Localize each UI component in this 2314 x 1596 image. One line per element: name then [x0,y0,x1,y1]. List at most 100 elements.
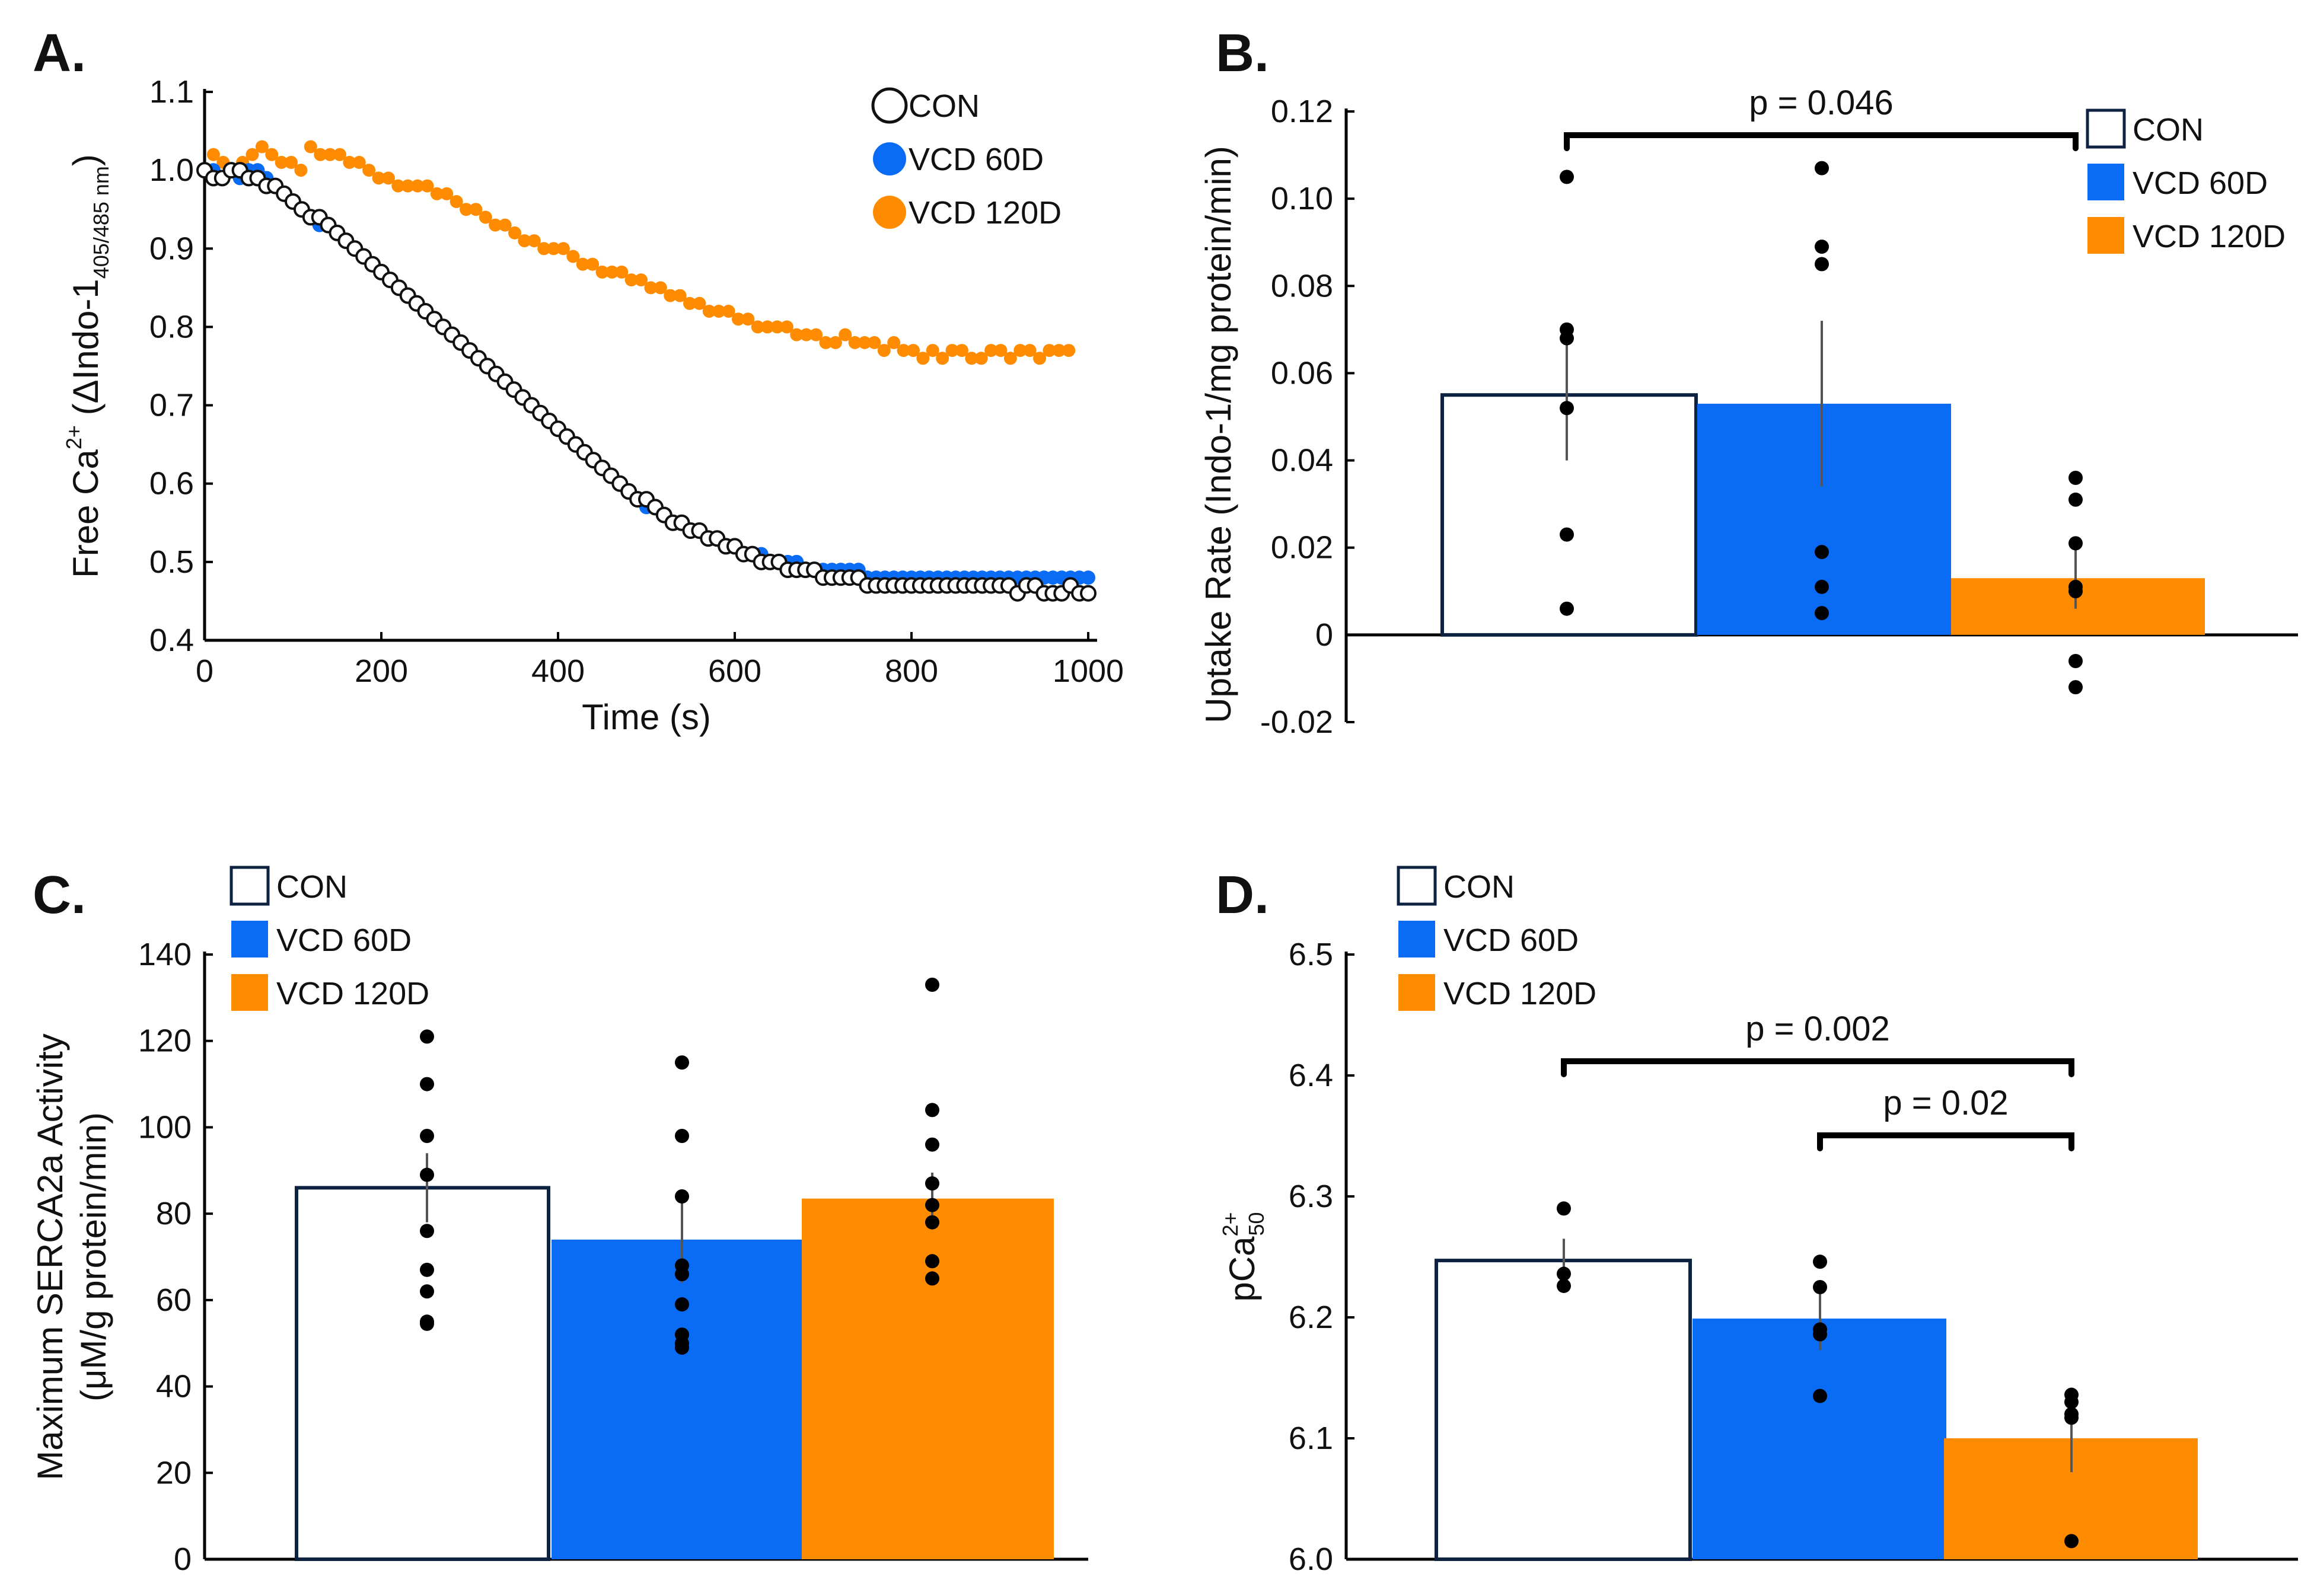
individual-point [1813,1280,1827,1294]
legend-marker-con [871,87,908,124]
individual-point [420,1167,434,1182]
data-point-vcd120 [246,148,259,161]
y-tick-label: 0 [174,1541,192,1577]
data-point-vcd120 [945,344,959,357]
data-point-vcd120 [839,328,852,341]
data-point-vcd120 [664,289,677,302]
data-point-vcd120 [906,344,920,357]
data-point-vcd120 [566,250,580,263]
panel-c: C. 0 20 40 60 80 100 120 140 CON VCD 60D VCD 120D Ma… [30,866,1088,1577]
data-point-vcd120 [1013,344,1027,357]
y-tick-label: 6.2 [1289,1300,1333,1335]
individual-point [1560,527,1574,542]
legend-label-vcd120: VCD 120D [1443,976,1596,1011]
y-tick-label: -0.02 [1260,704,1333,740]
y-tick-label: 1.0 [149,152,194,188]
bar-con [295,1186,550,1561]
individual-point [1815,579,1829,594]
y-axis-label-part: (ΔIndo-1 [66,279,106,425]
data-point-vcd120 [294,164,308,177]
panel-label-b: B. [1216,24,1269,83]
data-point-vcd120 [751,320,764,334]
data-point-vcd120 [868,336,881,349]
individual-point [1815,240,1829,254]
data-point-vcd120 [586,257,600,271]
legend-label-con: CON [909,88,980,124]
bar-con [1440,393,1698,637]
legend-label-con: CON [1443,869,1515,905]
data-point-vcd120 [615,265,629,279]
individual-point [1560,601,1574,616]
y-tick-label: 0.06 [1271,355,1333,391]
y-tick-label: 120 [138,1023,192,1059]
y-tick-label: 100 [138,1109,192,1145]
data-point-vcd120 [420,179,434,193]
y-tick-label: 1.1 [149,74,194,110]
data-point-vcd120 [644,281,658,295]
data-point-vcd120 [1003,352,1017,365]
data-point-vcd120 [323,148,337,161]
y-axis-label: Free Ca2+ (ΔIndo-1405/485 nm) [62,154,113,578]
individual-point [420,1262,434,1277]
data-point-vcd120 [654,281,667,295]
data-point-vcd120 [576,257,589,271]
data-point-vcd120 [285,155,298,169]
individual-point [925,1103,939,1118]
legend-c: CON VCD 60D VCD 120D [230,866,429,1011]
y-axis-label: pCa2+50 [1218,1212,1268,1301]
data-point-vcd120 [206,148,220,161]
legend-label-vcd60: VCD 60D [909,142,1044,177]
data-point-vcd120 [255,140,269,154]
x-tick-label: 600 [708,653,761,689]
individual-point [2064,1410,2079,1425]
legend-label-con: CON [276,869,348,905]
x-tick-label: 200 [355,653,408,689]
data-point-vcd120 [430,187,444,200]
legend-b: CON VCD 60D VCD 120D [2086,108,2286,254]
significance-bracket [1561,1058,2074,1077]
individual-point [675,1189,689,1204]
individual-point [675,1055,689,1070]
bar-con [1435,1259,1692,1562]
individual-point [2068,471,2083,485]
individual-point [420,1077,434,1091]
y-tick-label: 0.10 [1271,181,1333,216]
data-point-vcd120 [265,148,279,161]
legend-label-vcd120: VCD 120D [909,195,1062,231]
data-point-vcd120 [848,336,862,349]
legend-swatch-vcd60 [2087,164,2124,200]
bar-vcd60 [552,1239,804,1559]
data-point-vcd120 [372,171,385,185]
data-point-vcd120 [722,305,735,318]
data-point-vcd120 [547,242,560,256]
panel-b: B. -0.02 0 0.02 0.04 0.06 0.08 0.10 0.12 p = 0.04… [1199,24,2298,740]
data-point-vcd120 [761,320,774,334]
data-point-vcd120 [381,171,395,185]
y-axis-label-part: 2+ [1218,1212,1242,1236]
data-point-vcd120 [809,328,823,341]
y-tick-label: 0.9 [149,231,194,266]
data-point-vcd120 [411,179,425,193]
y-tick-label: 6.4 [1289,1058,1333,1093]
x-axis-label: Time (s) [582,697,711,737]
data-point-vcd120 [702,305,716,318]
significance-bracket [1817,1132,2074,1151]
y-axis-label-part: Free Ca [66,449,106,578]
data-point-vcd120 [731,312,745,326]
y-tick-label: 6.5 [1289,937,1333,972]
legend-label-vcd120: VCD 120D [276,976,429,1011]
panel-a: A. 0.4 0.5 0.6 0.7 0.8 0.9 1.0 1.1 0 200 400 600 800 1… [33,24,1124,737]
data-point-vcd120 [556,242,570,256]
individual-point [2068,654,2083,668]
y-axis-label-line1: Maximum SERCA2a Activity [30,1033,70,1480]
y-axis-label-part: 2+ [62,425,86,449]
individual-point [925,1176,939,1191]
y-axis-label-part: 405/485 nm [89,166,113,279]
legend-swatch-con [230,866,270,906]
data-point-vcd120 [712,305,726,318]
legend-d: CON VCD 60D VCD 120D [1397,866,1596,1011]
y-tick-label: 0.02 [1271,530,1333,566]
legend-label-vcd60: VCD 60D [1443,923,1579,958]
data-point-vcd120 [605,265,619,279]
